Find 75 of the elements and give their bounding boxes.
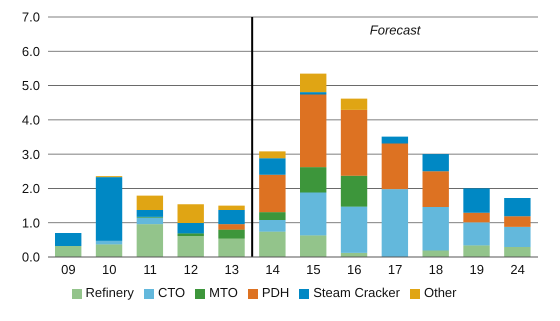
legend-label: CTO bbox=[158, 285, 186, 300]
bar bbox=[178, 236, 204, 257]
legend-label: Other bbox=[424, 285, 456, 300]
x-tick-label: 13 bbox=[224, 262, 239, 278]
bar bbox=[178, 223, 204, 234]
bar bbox=[504, 247, 531, 257]
bar bbox=[300, 235, 326, 257]
x-tick-label: 10 bbox=[102, 262, 116, 278]
y-tick-label: 7.0 bbox=[22, 10, 40, 25]
bar bbox=[136, 224, 164, 257]
y-tick-label: 5.0 bbox=[22, 78, 40, 94]
bar bbox=[463, 222, 490, 246]
bar bbox=[178, 204, 204, 224]
x-tick-label: 19 bbox=[470, 262, 484, 278]
bar bbox=[340, 98, 368, 110]
bar bbox=[382, 136, 408, 144]
bar bbox=[136, 196, 164, 210]
bar bbox=[178, 233, 204, 236]
bar bbox=[382, 189, 408, 257]
bar bbox=[218, 224, 245, 230]
legend-label: PDH bbox=[262, 285, 290, 300]
legend-label: MTO bbox=[209, 285, 238, 300]
bar bbox=[463, 188, 490, 213]
bar bbox=[136, 210, 164, 217]
bar bbox=[55, 246, 82, 257]
x-tick-label: 17 bbox=[388, 262, 402, 278]
bar bbox=[218, 206, 245, 210]
bar bbox=[422, 171, 449, 207]
y-tick-label: 1.0 bbox=[22, 215, 40, 230]
x-tick-label: 11 bbox=[143, 262, 157, 278]
x-tick-label: 15 bbox=[306, 262, 321, 278]
x-tick-label: 24 bbox=[510, 262, 525, 278]
x-tick-label: 09 bbox=[61, 262, 76, 278]
bar bbox=[504, 198, 531, 216]
x-tick-label: 18 bbox=[428, 262, 444, 278]
x-tick-label: 16 bbox=[347, 262, 362, 278]
bar bbox=[504, 226, 531, 248]
bar bbox=[300, 192, 326, 236]
bar bbox=[463, 212, 490, 222]
bar bbox=[300, 94, 326, 168]
bar bbox=[136, 218, 164, 224]
y-tick-label: 6.0 bbox=[22, 44, 40, 59]
y-tick-label: 2.0 bbox=[22, 181, 40, 196]
bar bbox=[382, 144, 408, 190]
legend-label: Steam Cracker bbox=[313, 285, 400, 300]
bar bbox=[340, 110, 368, 176]
bar bbox=[259, 174, 286, 212]
bar bbox=[218, 230, 245, 238]
x-tick-label: 14 bbox=[265, 262, 280, 278]
bar bbox=[218, 238, 245, 257]
annotation: Forecast bbox=[370, 22, 422, 38]
bar bbox=[96, 240, 122, 244]
bar bbox=[340, 176, 368, 207]
y-tick-label: 3.0 bbox=[22, 146, 40, 162]
x-tick-label: 12 bbox=[184, 262, 198, 278]
bar bbox=[422, 154, 449, 172]
bar bbox=[96, 244, 122, 257]
bar bbox=[259, 232, 286, 257]
bar bbox=[259, 151, 286, 158]
y-tick-label: 4.0 bbox=[22, 112, 40, 128]
legend-label: Refinery bbox=[86, 285, 134, 300]
bar bbox=[300, 74, 326, 92]
bar bbox=[504, 216, 531, 227]
bar bbox=[300, 167, 326, 193]
y-tick-label: 0.0 bbox=[22, 250, 40, 265]
bar bbox=[340, 206, 368, 253]
bar bbox=[259, 212, 286, 220]
bar bbox=[422, 206, 449, 250]
bar bbox=[218, 210, 245, 224]
bar bbox=[259, 158, 286, 175]
bar bbox=[55, 233, 82, 246]
bar bbox=[422, 250, 449, 257]
bar bbox=[259, 220, 286, 232]
bar bbox=[463, 245, 490, 257]
bar bbox=[96, 177, 122, 241]
